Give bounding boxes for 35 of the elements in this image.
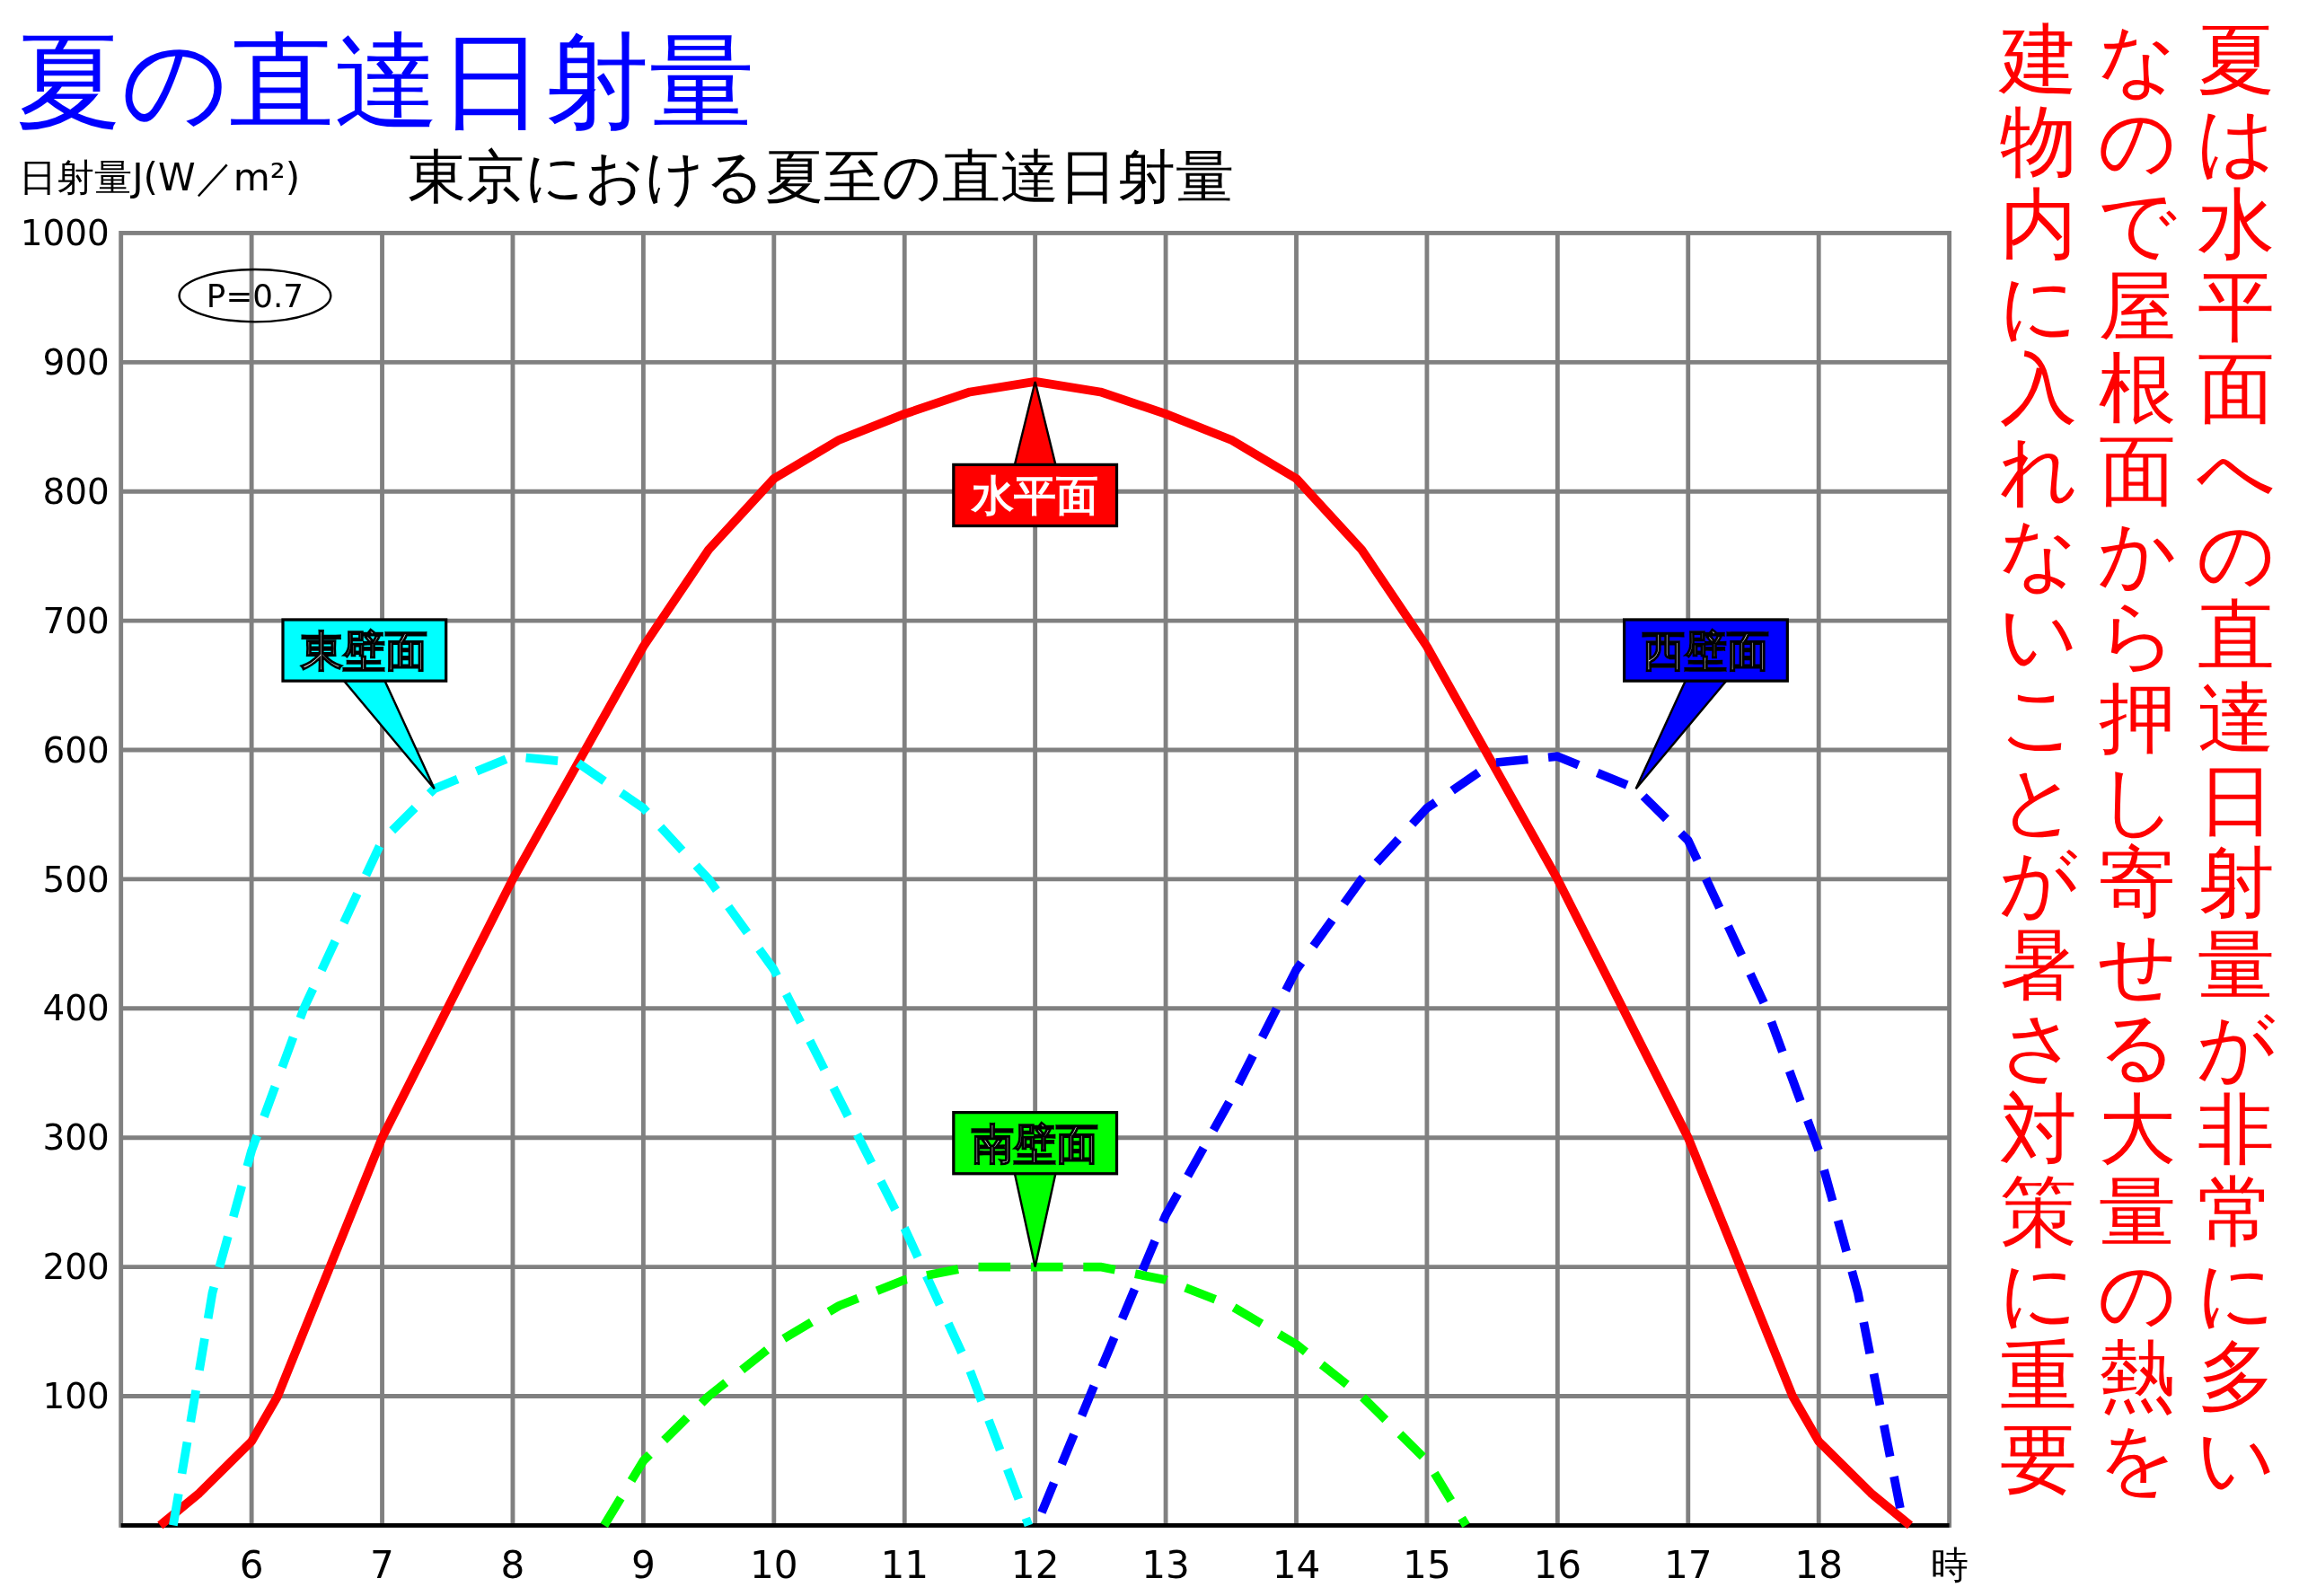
x-tick-label: 7 — [370, 1542, 394, 1587]
x-tick-label: 8 — [500, 1542, 525, 1587]
legend-label: 水平面 — [970, 471, 1099, 521]
y-tick-label: 400 — [42, 988, 110, 1029]
text: 建物内に入れないことが暑さ対策に重要 — [1998, 13, 2078, 1503]
y-tick-label: 100 — [42, 1376, 110, 1417]
y-tick-label: 900 — [42, 341, 110, 383]
text: 東壁面 — [300, 626, 428, 676]
x-tick-label: 11 — [880, 1542, 929, 1587]
x-tick-label: 13 — [1141, 1542, 1190, 1587]
annotation: P=0.7 — [206, 277, 304, 314]
text: 夏は水平面への直達日射量が非常に多い — [2197, 13, 2277, 1503]
x-tick-label: 14 — [1272, 1542, 1321, 1587]
y-tick-label: 700 — [42, 600, 110, 641]
text: 南壁面 — [972, 1118, 1099, 1168]
x-tick-label: 15 — [1403, 1542, 1451, 1587]
y-tick-label: 600 — [42, 729, 110, 771]
chart-title: 夏の直達日射量 — [15, 21, 754, 144]
x-tick-label: 17 — [1663, 1542, 1713, 1587]
y-tick-label: 200 — [42, 1247, 110, 1288]
y-tick-label: 500 — [42, 859, 110, 900]
y-tick-label: 300 — [42, 1117, 110, 1159]
chart-subtitle: 東京における夏至の直達日射量 — [408, 142, 1235, 210]
text: なので屋根面から押し寄せる大量の熱を — [2097, 13, 2177, 1503]
y-tick-label: 1000 — [20, 213, 110, 254]
x-tick-label: 時 — [1930, 1542, 1969, 1587]
x-tick-label: 16 — [1533, 1542, 1582, 1587]
x-tick-label: 9 — [630, 1542, 656, 1587]
text: 西壁面 — [1641, 626, 1769, 676]
x-tick-label: 18 — [1794, 1542, 1844, 1587]
x-tick-label: 6 — [239, 1542, 264, 1587]
y-axis-title: 日射量J(W／m²) — [19, 155, 301, 200]
x-tick-label: 10 — [749, 1542, 798, 1587]
y-tick-label: 800 — [42, 471, 110, 512]
x-tick-label: 12 — [1010, 1542, 1060, 1587]
